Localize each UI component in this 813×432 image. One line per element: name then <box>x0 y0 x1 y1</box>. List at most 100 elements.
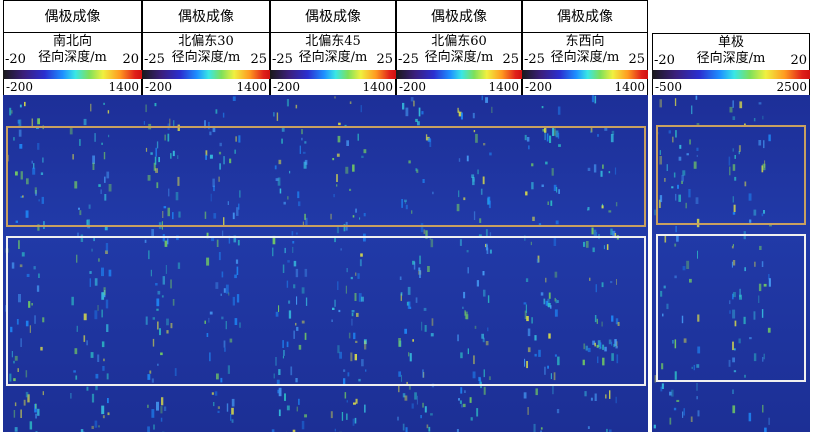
image-texture-mark <box>769 224 772 227</box>
image-texture-mark <box>304 141 307 144</box>
image-texture-mark <box>293 284 296 289</box>
image-texture-mark <box>277 177 281 186</box>
image-texture-mark <box>173 120 175 129</box>
image-texture-mark <box>457 107 459 113</box>
image-texture-mark <box>97 354 100 362</box>
image-texture-mark <box>748 193 752 201</box>
image-texture-mark <box>586 241 589 248</box>
colorbar <box>270 70 396 79</box>
image-texture-mark <box>9 373 12 382</box>
amp-min: -200 <box>399 80 426 94</box>
image-texture-mark <box>281 126 285 132</box>
image-texture-mark <box>69 127 73 135</box>
image-texture-mark <box>675 130 677 138</box>
image-texture-mark <box>35 413 37 419</box>
amp-max: 1400 <box>108 80 139 94</box>
depth-axis-label: 径向深度/m <box>424 50 494 65</box>
image-texture-mark <box>227 201 229 205</box>
image-texture-mark <box>15 220 18 223</box>
image-texture-mark <box>697 314 700 322</box>
image-texture-mark <box>728 156 731 166</box>
image-texture-mark <box>549 135 552 143</box>
image-texture-mark <box>753 311 756 320</box>
image-texture-mark <box>527 407 529 415</box>
image-texture-mark <box>617 322 620 326</box>
image-texture-mark <box>524 310 527 320</box>
image-texture-mark <box>421 111 424 115</box>
image-texture-mark <box>18 240 20 249</box>
image-texture-mark <box>77 232 79 238</box>
depth-max: 20 <box>122 52 139 67</box>
image-texture-mark <box>17 368 19 372</box>
image-texture-mark <box>590 130 592 133</box>
image-texture-mark <box>283 350 285 356</box>
image-texture-mark <box>28 301 31 308</box>
image-texture-mark <box>410 97 414 102</box>
image-texture-mark <box>272 235 276 245</box>
image-texture-mark <box>164 240 168 247</box>
image-texture-mark <box>412 339 414 342</box>
image-texture-mark <box>419 255 421 265</box>
image-texture-mark <box>753 353 757 362</box>
image-texture-mark <box>145 316 148 325</box>
image-texture-mark <box>283 201 286 205</box>
image-texture-mark <box>91 248 93 252</box>
image-texture-mark <box>732 293 734 300</box>
image-texture-mark <box>76 254 78 263</box>
image-texture-mark <box>87 219 90 229</box>
image-texture-mark <box>397 416 399 421</box>
image-texture-mark <box>413 100 415 107</box>
image-texture-mark <box>19 264 23 268</box>
image-texture-mark <box>659 99 662 108</box>
image-texture-mark <box>554 309 558 317</box>
image-texture-mark <box>160 417 163 422</box>
image-texture-mark <box>167 238 169 245</box>
image-texture-mark <box>666 303 669 310</box>
amp-min: -200 <box>6 80 33 94</box>
image-texture-mark <box>415 118 418 122</box>
image-texture-mark <box>558 189 560 194</box>
image-texture-mark <box>157 363 159 366</box>
image-texture-mark <box>295 268 299 278</box>
image-texture-mark <box>32 167 36 175</box>
image-texture-mark <box>401 374 402 382</box>
image-texture-mark <box>74 181 78 189</box>
image-texture-mark <box>172 299 175 306</box>
image-texture-mark <box>466 155 469 162</box>
image-texture-mark <box>101 405 105 415</box>
image-texture-mark <box>206 232 209 239</box>
image-texture-mark <box>282 264 285 273</box>
panel-title: 偶极成像 <box>3 0 142 33</box>
image-texture-mark <box>471 174 475 178</box>
image-texture-mark <box>19 144 23 149</box>
panel-label-block: 北偏东30 -25 径向深度/m 25 <box>142 33 270 70</box>
image-texture-mark <box>34 187 37 194</box>
image-texture-mark <box>95 384 98 391</box>
image-texture-mark <box>231 407 234 415</box>
image-texture-mark <box>147 426 150 432</box>
image-texture-mark <box>42 317 45 323</box>
image-texture-mark <box>683 338 687 343</box>
image-texture-mark <box>487 327 489 332</box>
image-texture-mark <box>418 267 421 271</box>
image-texture-mark <box>15 171 18 176</box>
image-texture-mark <box>557 132 560 139</box>
amp-min: -200 <box>273 80 300 94</box>
image-texture-mark <box>94 310 98 320</box>
image-texture-mark <box>658 199 661 208</box>
image-texture-mark <box>360 105 362 113</box>
image-texture-mark <box>485 341 489 346</box>
image-texture-mark <box>232 96 236 101</box>
image-texture-mark <box>744 267 746 272</box>
image-texture-mark <box>669 391 672 396</box>
image-texture-mark <box>681 315 684 324</box>
panel-label-block: 北偏东45 -25 径向深度/m 25 <box>270 33 396 70</box>
image-texture-mark <box>407 286 411 295</box>
image-texture-mark <box>734 348 736 351</box>
image-texture-mark <box>177 155 179 159</box>
image-texture-mark <box>164 134 166 141</box>
orientation-label: 北偏东45 <box>305 34 361 49</box>
image-texture-mark <box>768 134 771 142</box>
amplitude-scale: -200 1400 <box>142 79 270 95</box>
image-texture-mark <box>597 356 599 364</box>
